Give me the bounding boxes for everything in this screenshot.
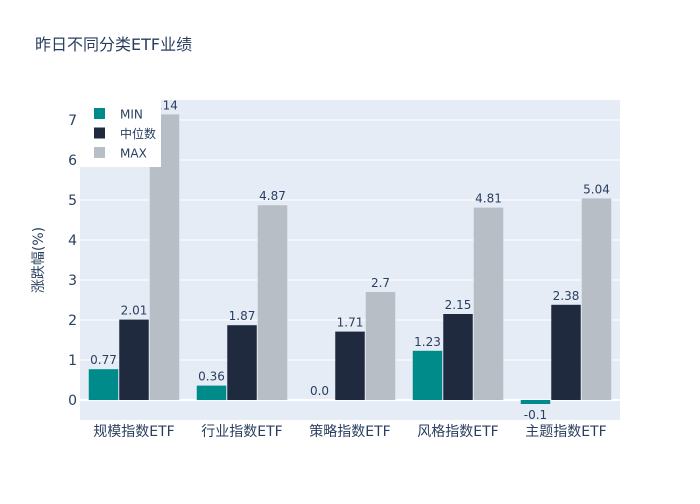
data-label: 2.38 xyxy=(553,289,580,303)
legend-background xyxy=(80,100,161,167)
data-label: 1.23 xyxy=(414,335,441,349)
x-tick-label: 策略指数ETF xyxy=(309,423,390,440)
y-axis-label: 涨跌幅(%) xyxy=(31,227,47,293)
bar-MAX xyxy=(365,292,396,400)
bar-MAX xyxy=(473,207,504,400)
y-tick-label: 5 xyxy=(68,193,77,209)
y-tick-label: 6 xyxy=(68,153,77,169)
data-label: -0.1 xyxy=(524,408,547,422)
y-tick-label: 0 xyxy=(68,393,77,409)
data-label: 5.04 xyxy=(583,182,610,196)
bar-MIN xyxy=(88,369,119,400)
legend-label[interactable]: MAX xyxy=(120,147,147,161)
data-label: 1.71 xyxy=(337,316,364,330)
bar-MIN xyxy=(520,400,551,404)
bar-中位数 xyxy=(227,325,257,400)
y-tick-label: 2 xyxy=(68,313,77,329)
data-label: 0.0 xyxy=(310,384,329,398)
data-label: 1.87 xyxy=(229,309,256,323)
bar-MAX xyxy=(257,205,288,400)
legend-swatch[interactable] xyxy=(94,127,105,139)
x-tick-label: 行业指数ETF xyxy=(201,424,282,440)
bar-中位数 xyxy=(443,314,473,400)
legend: MIN 中位数 MAX xyxy=(80,100,161,167)
x-tick-label: 风格指数ETF xyxy=(417,424,498,440)
data-label: 2.7 xyxy=(371,276,390,290)
x-tick-label: 规模指数ETF xyxy=(93,424,174,440)
bar-中位数 xyxy=(551,304,581,400)
data-label: 0.36 xyxy=(198,370,225,384)
legend-swatch[interactable] xyxy=(94,147,105,158)
data-label: 2.01 xyxy=(121,304,148,318)
legend-label[interactable]: MIN xyxy=(120,108,143,122)
chart-title: 昨日不同分类ETF业绩 xyxy=(35,35,192,54)
legend-swatch[interactable] xyxy=(94,108,105,119)
bar-MAX xyxy=(581,198,612,400)
data-label: 0.77 xyxy=(90,353,117,367)
bar-MIN xyxy=(196,385,227,400)
bar-中位数 xyxy=(335,331,365,400)
y-tick-label: 1 xyxy=(68,353,77,369)
x-tick-label: 主题指数ETF xyxy=(525,424,606,440)
bar-中位数 xyxy=(119,319,149,400)
bar-MIN xyxy=(412,350,443,400)
legend-label[interactable]: 中位数 xyxy=(120,126,156,141)
data-label: 4.87 xyxy=(259,189,286,203)
y-tick-label: 3 xyxy=(68,273,77,289)
data-label: 4.81 xyxy=(475,192,502,206)
y-tick-label: 4 xyxy=(68,233,77,249)
y-tick-label: 7 xyxy=(68,113,77,129)
data-label: 2.15 xyxy=(445,298,472,312)
